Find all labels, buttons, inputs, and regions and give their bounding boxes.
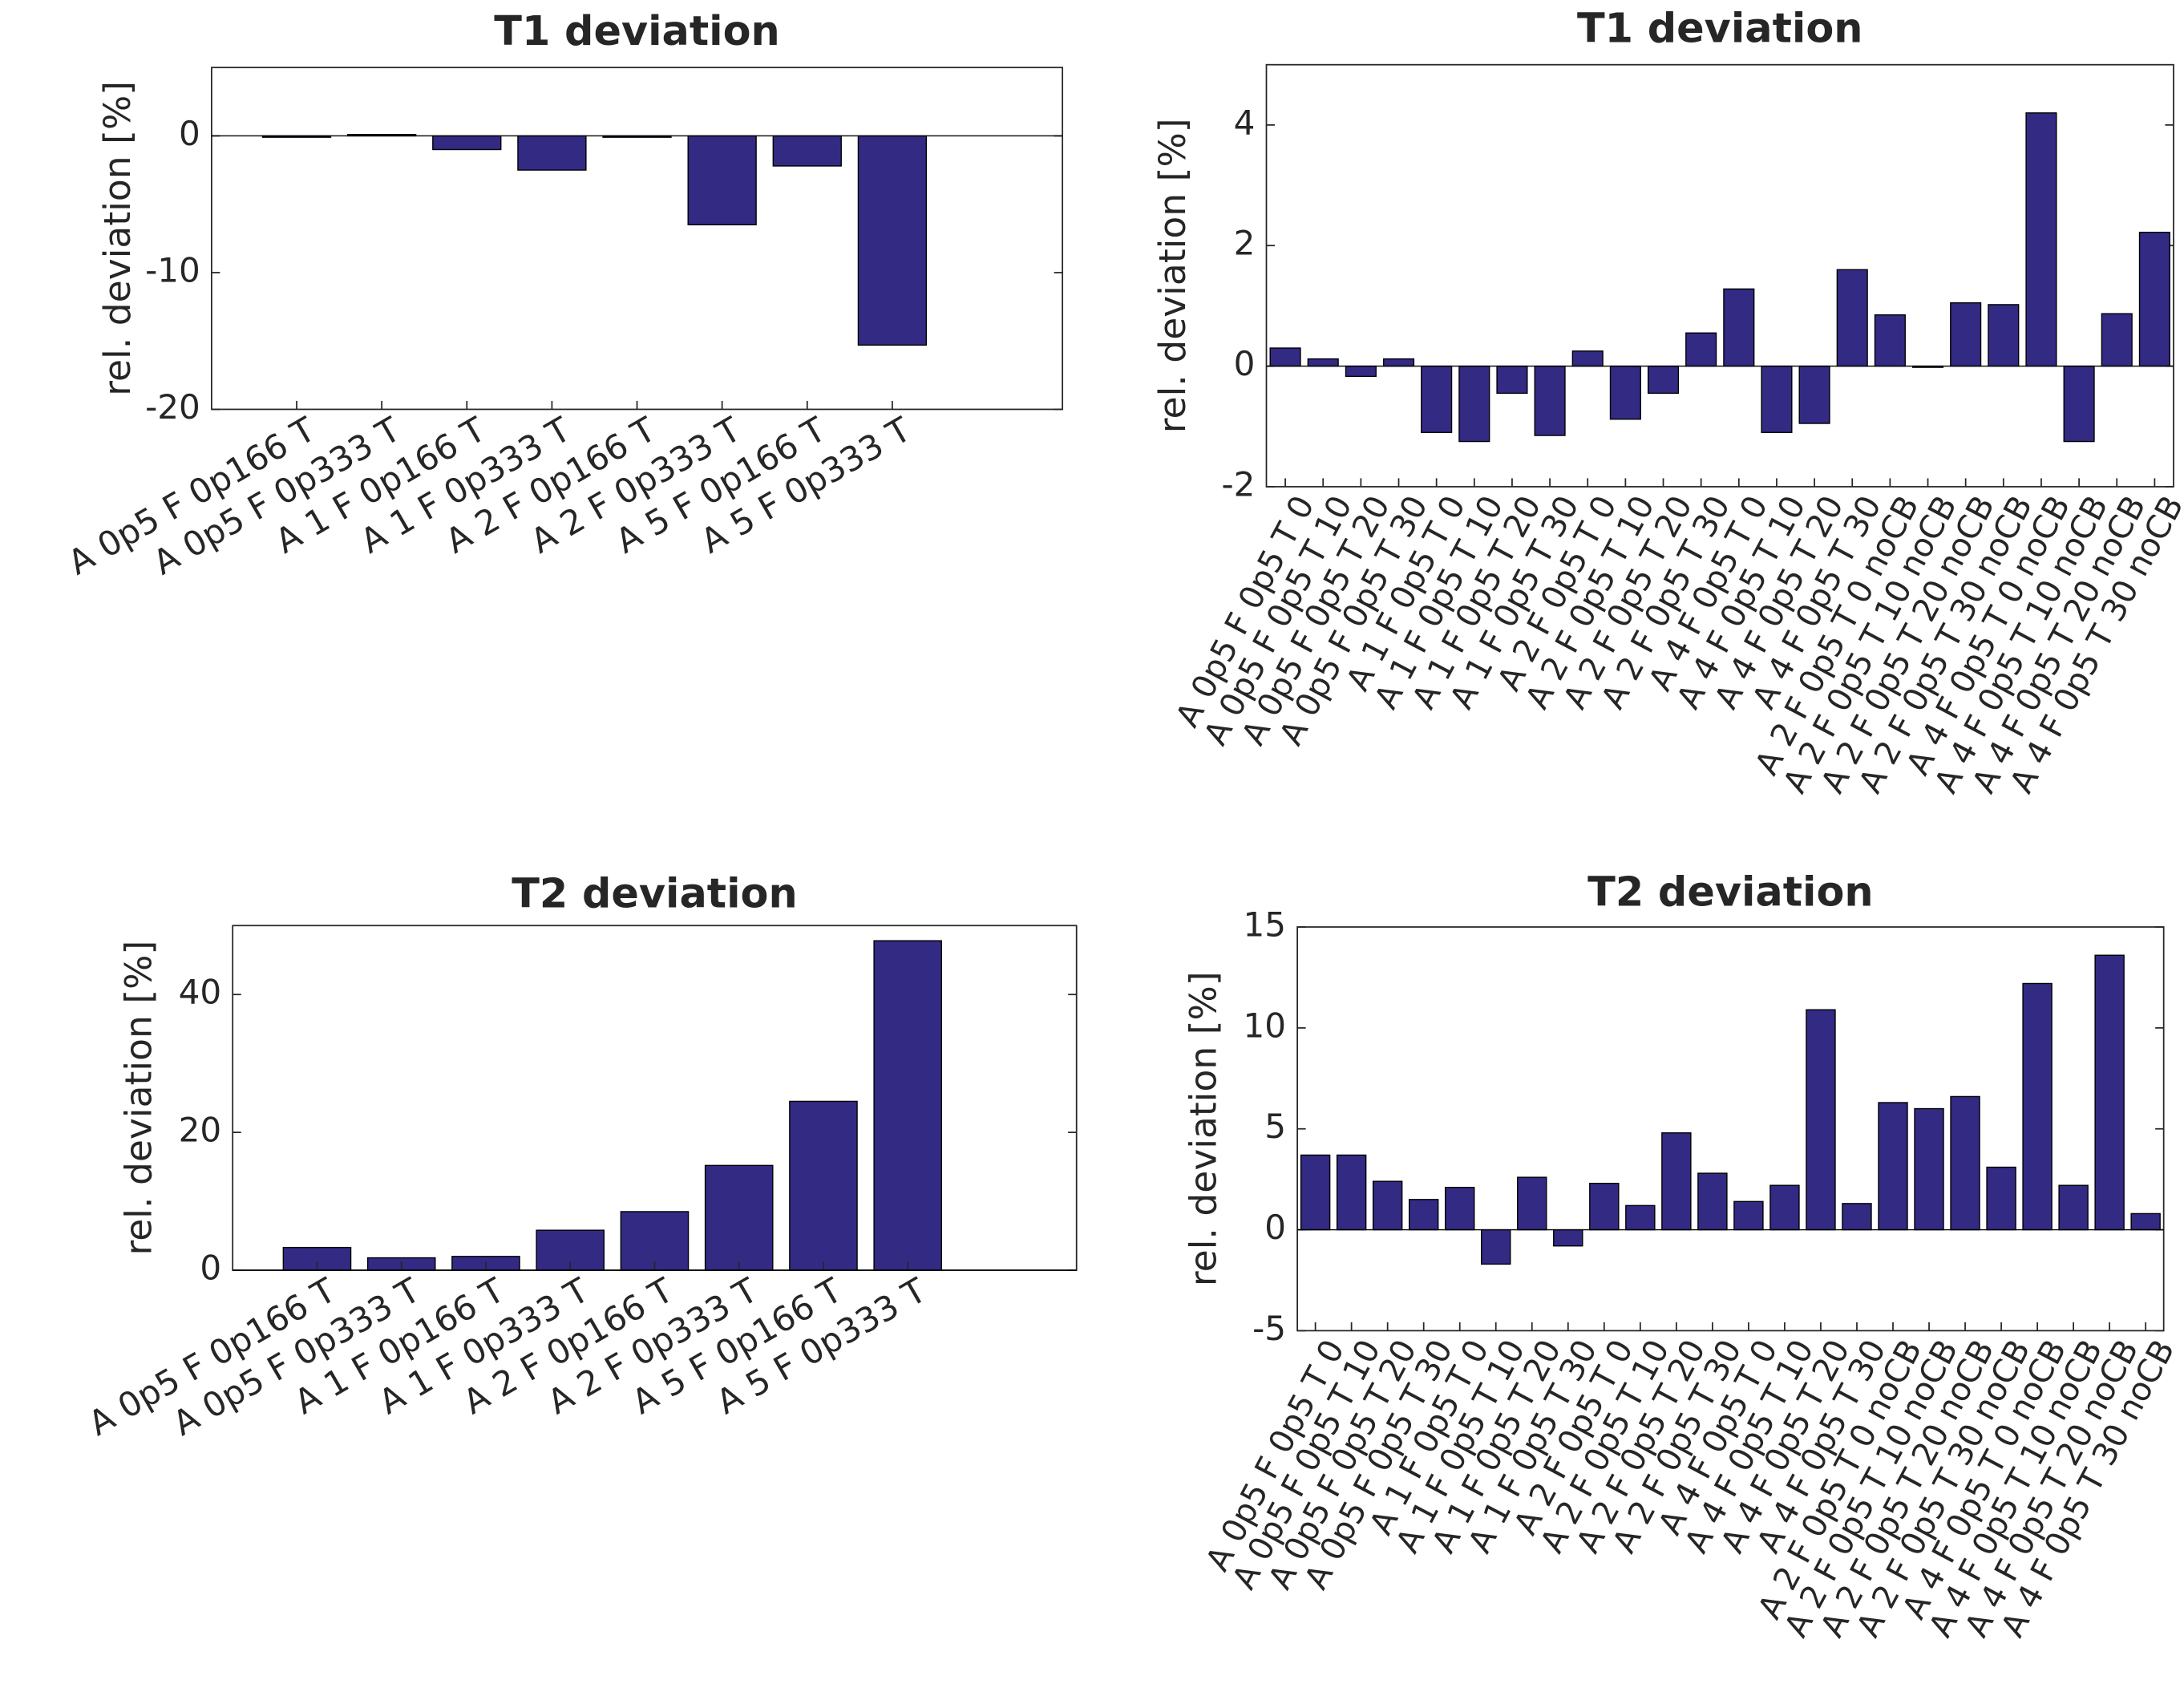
bar — [2130, 1212, 2161, 1231]
bar — [1950, 1095, 1980, 1231]
y-axis-label: rel. deviation [%] — [117, 941, 160, 1256]
y-tick-label: 0 — [1234, 344, 1256, 383]
bar — [1685, 332, 1717, 367]
y-axis-label: rel. deviation [%] — [1151, 118, 1194, 433]
bar — [1300, 1154, 1331, 1231]
bar — [1534, 365, 1566, 436]
bar — [857, 135, 928, 346]
y-tick-label: 40 — [179, 973, 222, 1012]
y-tick-label: 0 — [1264, 1208, 1286, 1247]
bar — [1372, 1180, 1403, 1231]
bar — [1458, 365, 1490, 443]
bar — [1950, 302, 1982, 367]
bar — [1496, 365, 1528, 395]
bar — [2022, 982, 2053, 1231]
bar — [2025, 112, 2057, 367]
bar — [1769, 1184, 1800, 1231]
bar — [1733, 1200, 1764, 1231]
bar — [1874, 314, 1906, 367]
bar — [1408, 1199, 1439, 1231]
bar — [1723, 288, 1755, 367]
bar — [1661, 1132, 1692, 1231]
axes-box — [1265, 63, 2174, 488]
bar — [873, 940, 943, 1271]
axes-box — [211, 67, 1064, 411]
bar — [2094, 954, 2125, 1231]
y-tick-label: -2 — [1221, 464, 1255, 504]
bar — [282, 1246, 352, 1271]
y-tick-label: 20 — [179, 1111, 222, 1150]
y-tick-label: 15 — [1243, 905, 1286, 944]
y-axis-label: rel. deviation [%] — [1182, 971, 1224, 1286]
bar — [1806, 1009, 1836, 1231]
bar — [1878, 1102, 1908, 1231]
bar — [620, 1211, 690, 1271]
bar — [1988, 304, 2020, 367]
chart-title: T1 deviation — [494, 7, 780, 55]
bar — [1914, 1107, 1944, 1231]
bar — [1647, 365, 1680, 395]
bar — [2063, 365, 2095, 443]
y-tick-label: 10 — [1243, 1006, 1286, 1045]
bar — [704, 1164, 774, 1271]
bar — [1609, 365, 1641, 420]
bar — [1571, 350, 1604, 367]
bar — [1307, 358, 1339, 367]
chart-title: T1 deviation — [1577, 5, 1863, 52]
bar — [789, 1100, 858, 1271]
bar — [687, 135, 757, 225]
bar — [1761, 365, 1793, 433]
bar — [2138, 231, 2170, 367]
y-tick-label: 4 — [1234, 103, 1256, 142]
bar — [1589, 1182, 1620, 1231]
bar — [1842, 1203, 1872, 1231]
y-tick-label: 0 — [200, 1249, 221, 1288]
bar — [1382, 358, 1415, 367]
bar — [1421, 365, 1453, 433]
y-tick-label: 2 — [1234, 224, 1256, 263]
bar — [517, 135, 587, 171]
bar — [1986, 1166, 2016, 1231]
bar — [772, 135, 842, 167]
bar — [1836, 269, 1868, 367]
bar — [1798, 365, 1830, 424]
y-tick-label: -10 — [145, 250, 200, 289]
bar — [1481, 1229, 1511, 1265]
bar — [1445, 1187, 1475, 1231]
bar — [2058, 1184, 2089, 1231]
bar — [1517, 1176, 1547, 1231]
bar — [1697, 1172, 1728, 1231]
bar — [1269, 347, 1301, 367]
y-tick-label: 0 — [179, 114, 200, 153]
y-tick-label: -20 — [145, 387, 200, 427]
y-tick-label: -5 — [1252, 1309, 1286, 1348]
bar — [1345, 365, 1377, 378]
chart-title: T2 deviation — [512, 869, 798, 917]
bar — [1625, 1204, 1656, 1231]
bar — [2101, 313, 2133, 367]
bar — [1336, 1154, 1367, 1231]
chart-title: T2 deviation — [1587, 868, 1874, 916]
bar — [1553, 1229, 1583, 1247]
y-axis-label: rel. deviation [%] — [96, 81, 139, 396]
bar — [432, 135, 502, 151]
y-tick-label: 5 — [1264, 1107, 1286, 1146]
